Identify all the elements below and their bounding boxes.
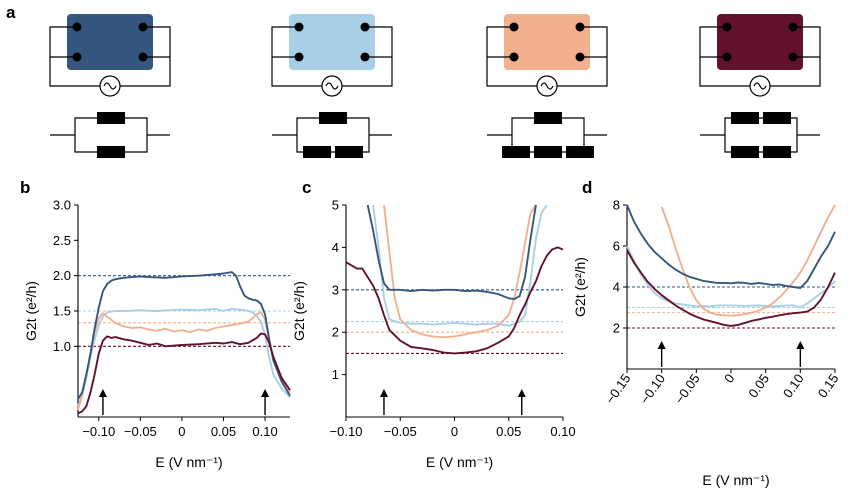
y-tick-label: 2.0 xyxy=(53,268,71,283)
y-tick-label: 2 xyxy=(332,325,339,340)
arrow-head xyxy=(261,389,270,397)
x-tick-label: −0.05 xyxy=(124,424,157,439)
resistor-block xyxy=(534,146,562,158)
x-axis-title: E (V nm⁻¹) xyxy=(155,454,222,470)
x-tick-label: 0 xyxy=(721,371,737,386)
x-tick-label: 0.10 xyxy=(780,371,807,400)
x-tick-label: −0.05 xyxy=(384,424,417,439)
y-tick-label: 3 xyxy=(332,282,339,297)
y-tick-label: 3.0 xyxy=(53,198,71,213)
up-arrow-icon xyxy=(261,389,270,415)
y-tick-label: 6 xyxy=(613,239,620,254)
network-wire xyxy=(50,117,170,153)
x-tick-label: −0.15 xyxy=(602,371,633,407)
x-axis-title: E (V nm⁻¹) xyxy=(702,472,769,488)
panel-label-c: c xyxy=(302,178,311,197)
y-tick-label: 1.5 xyxy=(53,304,71,319)
up-arrow-icon xyxy=(657,341,666,367)
y-tick-label: 2 xyxy=(613,321,620,336)
x-tick-label: 0 xyxy=(451,424,458,439)
network-wire xyxy=(272,117,392,153)
panel-label-b: b xyxy=(20,178,30,197)
series-line-maroon xyxy=(345,246,564,355)
series-line-dark-blue xyxy=(626,204,836,289)
x-tick-label: 0.15 xyxy=(815,371,842,400)
y-tick-label: 8 xyxy=(613,198,620,213)
arrow-head xyxy=(379,389,388,397)
x-tick-label: 0 xyxy=(178,424,185,439)
chart-c: 1 2 3 4 5 −0.10 −0.05 0 0.05 0.10 E (V nm⁻¹) G2t (e… xyxy=(291,198,576,471)
arrow-head xyxy=(796,341,805,349)
y-tick-label: 4 xyxy=(613,280,620,295)
resistor-block xyxy=(731,146,759,158)
up-arrow-icon xyxy=(98,389,107,415)
y-tick-label: 1.0 xyxy=(53,339,71,354)
device-rect xyxy=(67,14,153,70)
resistor-block xyxy=(731,112,759,124)
y-tick-label: 2.5 xyxy=(53,233,71,248)
y-axis-title: G2t (e²/h) xyxy=(23,281,39,341)
resistor-block xyxy=(763,146,791,158)
schematic-4 xyxy=(699,14,821,158)
network-wire xyxy=(700,117,820,153)
y-tick-label: 5 xyxy=(332,198,339,213)
x-tick-label: 0.05 xyxy=(496,424,521,439)
x-tick-label: −0.10 xyxy=(637,371,668,407)
x-tick-label: −0.10 xyxy=(82,424,115,439)
x-tick-label: 0.10 xyxy=(252,424,277,439)
resistor-block xyxy=(763,112,791,124)
series-line-orange xyxy=(660,204,836,317)
x-tick-label: 0.05 xyxy=(745,371,772,400)
up-arrow-icon xyxy=(517,389,526,415)
resistor-block xyxy=(566,146,594,158)
series-line-light-blue xyxy=(372,204,548,327)
resistor-block xyxy=(534,112,562,124)
chart-d: 2 4 6 8 −0.15 −0.10 −0.05 0 0.05 0.10 0.15 E (V nm⁻… xyxy=(572,198,841,489)
resistor-block xyxy=(502,146,530,158)
sine-wave xyxy=(540,82,554,90)
resistor-block xyxy=(97,112,125,124)
y-tick-label: 1 xyxy=(332,367,339,382)
schematics-row xyxy=(49,14,821,158)
resistor-block xyxy=(319,112,347,124)
device-rect xyxy=(504,14,590,70)
panel-label-d: d xyxy=(582,178,592,197)
sine-wave xyxy=(753,82,767,90)
sine-wave xyxy=(325,82,339,90)
chart-b: 1.0 1.5 2.0 2.5 3.0 −0.10 −0.05 0 0.05 0.10 E (V n… xyxy=(23,198,291,470)
panel-label-a: a xyxy=(6,3,16,22)
series-line-orange xyxy=(383,204,537,339)
device-rect xyxy=(717,14,803,70)
series-line-maroon xyxy=(77,332,291,415)
series-line-light-blue xyxy=(77,307,291,407)
up-arrow-icon xyxy=(796,341,805,367)
y-tick-label: 4 xyxy=(332,240,339,255)
y-axis-title: G2t (e²/h) xyxy=(572,257,588,317)
series-line-light-blue xyxy=(626,245,836,309)
schematic-1 xyxy=(49,14,171,158)
x-tick-label: −0.10 xyxy=(330,424,363,439)
arrow-head xyxy=(98,389,107,397)
x-tick-label: 0.10 xyxy=(550,424,575,439)
resistor-block xyxy=(335,146,363,158)
resistor-block xyxy=(303,146,331,158)
charts-row: 1.01.52.02.53.0−0.10 −0.05 0 0.05 0.10E (V n… xyxy=(23,198,841,489)
sine-wave xyxy=(103,82,117,90)
x-tick-label: −0.05 xyxy=(672,371,703,407)
x-axis-title: E (V nm⁻¹) xyxy=(426,454,493,470)
schematic-3 xyxy=(486,14,608,158)
series-line-dark-blue xyxy=(77,271,291,400)
series-line-orange xyxy=(77,311,291,411)
schematic-2 xyxy=(271,14,393,158)
device-rect xyxy=(289,14,375,70)
arrow-head xyxy=(657,341,666,349)
arrow-head xyxy=(517,389,526,397)
y-axis-title: G2t (e²/h) xyxy=(291,281,307,341)
x-tick-label: 0.05 xyxy=(211,424,236,439)
series-line-dark-blue xyxy=(366,204,537,301)
series-line-maroon xyxy=(626,249,836,327)
up-arrow-icon xyxy=(379,389,388,415)
resistor-block xyxy=(97,146,125,158)
